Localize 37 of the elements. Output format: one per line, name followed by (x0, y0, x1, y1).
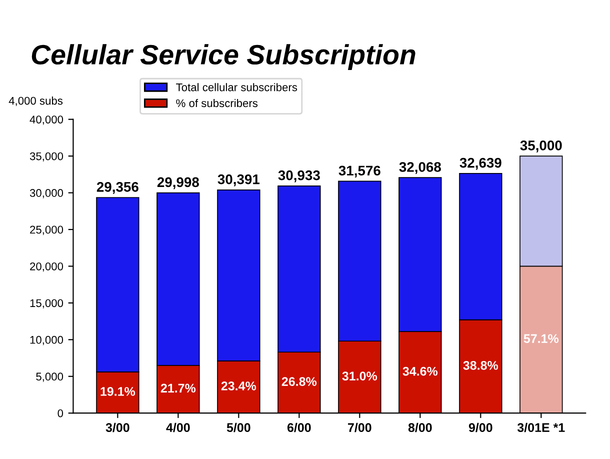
y-axis-title: 4,000 subs (8, 96, 63, 106)
y-tick-label: 15,000 (30, 299, 64, 308)
y-tick-label: 35,000 (30, 152, 64, 162)
y-tick-label: 0 (58, 409, 64, 418)
chart-title: Cellular Service Subscription (32, 44, 416, 70)
annotation: 31.0% (342, 372, 378, 380)
annotation: 23.4% (221, 382, 256, 390)
y-tick-label: 25,000 (30, 226, 64, 235)
legend-label: Total cellular subscribers (176, 83, 298, 92)
total-label: 35,000 (520, 140, 562, 152)
x-tick-label: 6/00 (287, 422, 311, 432)
x-tick-label: 8/00 (408, 422, 432, 432)
y-tick-label: 30,000 (30, 189, 64, 198)
x-tick-label: 5/00 (226, 422, 250, 432)
annotation: 38.8% (463, 360, 498, 370)
total-label: 29,356 (96, 182, 138, 194)
legend-label: % of subscribers (176, 98, 258, 108)
annotation: 26.8% (282, 377, 317, 386)
total-label: 29,998 (157, 177, 199, 190)
annotation: 21.7% (160, 384, 196, 393)
y-tick-label: 10,000 (30, 336, 64, 346)
y-tick-label: 20,000 (30, 262, 64, 272)
y-tick-label: 40,000 (30, 116, 64, 125)
x-tick-label: 7/00 (348, 422, 372, 432)
total-label: 30,391 (218, 174, 260, 186)
x-tick-label: 3/01E *1 (517, 422, 565, 432)
x-tick-label: 9/00 (468, 422, 492, 432)
total-label: 32,068 (399, 162, 441, 174)
annotation: 34.6% (402, 366, 438, 376)
annotation: 19.1% (100, 387, 136, 396)
total-label: 30,933 (278, 170, 320, 182)
total-label: 32,639 (460, 158, 502, 170)
y-tick-label: 5,000 (36, 372, 64, 382)
x-tick-label: 3/00 (106, 422, 130, 432)
x-tick-label: 4/00 (166, 422, 190, 432)
annotation: 57.1% (524, 334, 559, 344)
total-label: 31,576 (338, 166, 380, 178)
